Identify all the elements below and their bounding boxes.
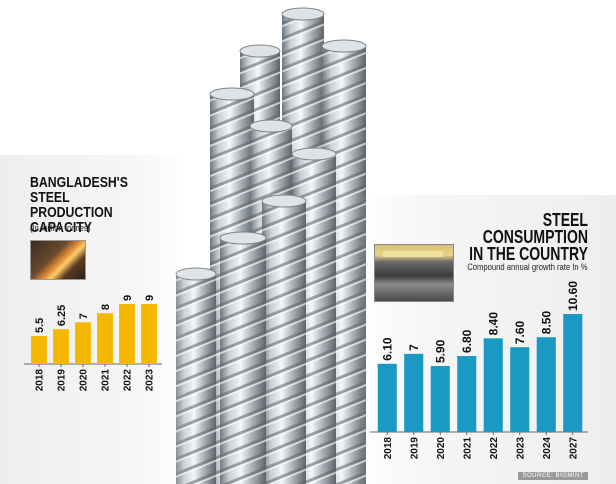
consumption-chart-subtitle: Compound annual growth rate In % — [467, 262, 588, 272]
title-line: CAPACITY — [30, 219, 92, 236]
tick-label: 2020 — [436, 437, 447, 460]
tick-label: 2018 — [35, 369, 46, 392]
title-line: STEEL — [542, 210, 588, 230]
title-line: STEEL PRODUCTION — [30, 189, 113, 221]
value-label: 7.60 — [513, 321, 527, 345]
bar — [483, 338, 503, 432]
tick-label: 2027 — [568, 437, 579, 460]
title-line: CONSUMPTION — [482, 227, 588, 247]
bar — [119, 304, 135, 364]
steel-rod — [219, 231, 267, 484]
production-chart-title: BANGLADESH'S STEEL PRODUCTION CAPACITY — [30, 175, 153, 235]
value-label: 6.10 — [380, 337, 394, 361]
steel-rod — [261, 194, 307, 484]
tick-label: 2022 — [123, 369, 134, 392]
title-line: BANGLADESH'S — [30, 174, 128, 191]
production-chart-subtitle: (In million tonnes) — [30, 223, 91, 233]
bar — [97, 313, 113, 364]
source-credit: SOURCE: BIGMINT — [518, 472, 588, 480]
value-label: 9 — [144, 295, 156, 301]
tick-label: 2019 — [57, 369, 68, 392]
value-label: 5.90 — [433, 339, 447, 363]
value-label: 8 — [100, 304, 112, 310]
bar — [31, 336, 47, 364]
value-label: 8.50 — [539, 311, 553, 335]
consumption-chart-title: STEEL CONSUMPTION IN THE COUNTRY — [432, 210, 588, 264]
tick-label: 2022 — [489, 437, 500, 460]
value-label: 6.80 — [460, 329, 474, 353]
value-label: 7 — [78, 313, 90, 319]
bar — [75, 322, 91, 364]
tick-label: 2018 — [383, 437, 394, 460]
tick-label: 2021 — [101, 369, 112, 392]
tick-label: 2020 — [79, 369, 90, 392]
production-capacity-chart: 5.5 2018 6.25 2019 7 2020 8 2021 9 2022 9 2023 — [24, 295, 162, 391]
steel-furnace-photo — [30, 240, 86, 280]
tick-label: 2021 — [462, 437, 473, 460]
tick-label: 2023 — [145, 369, 156, 392]
tick-label: 2024 — [542, 437, 553, 460]
tick-label: 2023 — [515, 437, 526, 460]
bar — [141, 304, 157, 364]
steel-factory-photo — [374, 244, 454, 302]
bar — [536, 337, 556, 432]
bar — [563, 314, 583, 432]
steel-consumption-chart: 6.10 2018 7 2019 5.90 2020 6.80 2021 8.40 2022 7.6… — [370, 281, 588, 460]
bar — [377, 363, 397, 432]
title-line: IN THE COUNTRY — [469, 244, 588, 264]
bar — [457, 356, 477, 432]
value-label: 8.40 — [486, 312, 500, 336]
value-label: 7 — [407, 344, 421, 351]
bar — [53, 329, 69, 364]
value-label: 6.25 — [56, 305, 68, 326]
bar — [404, 353, 424, 432]
value-label: 9 — [122, 295, 134, 301]
bar — [510, 347, 530, 432]
value-label: 5.5 — [34, 318, 46, 333]
tick-label: 2019 — [409, 437, 420, 460]
value-label: 10.60 — [566, 281, 580, 311]
bar — [430, 366, 450, 432]
